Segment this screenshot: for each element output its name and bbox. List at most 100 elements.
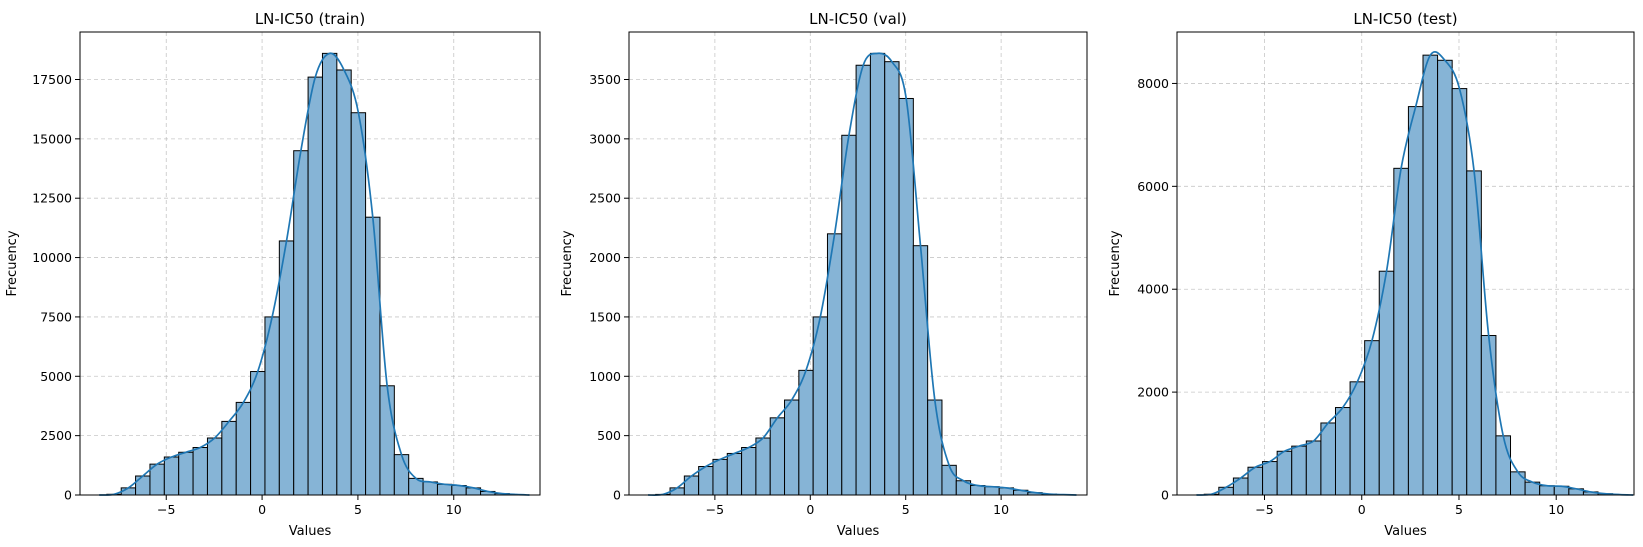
y-tick-label: 3500	[589, 72, 621, 87]
y-tick-label: 17500	[32, 72, 72, 87]
histogram-bar	[321, 52, 338, 496]
histogram-bar	[784, 399, 800, 496]
histogram-bar	[365, 216, 381, 496]
histogram-bar	[393, 454, 410, 496]
x-tick-label: 10	[993, 502, 1009, 517]
histogram-bar	[436, 483, 453, 496]
y-tick-label: 10000	[32, 250, 72, 265]
histogram-bar	[135, 475, 151, 496]
histogram-bar	[1422, 54, 1439, 496]
histogram-bar	[235, 401, 252, 496]
y-tick-label: 0	[1161, 488, 1169, 503]
histogram-bar	[984, 486, 1000, 496]
x-tick-label: 0	[806, 502, 814, 517]
y-tick-label: 2000	[589, 250, 621, 265]
y-tick-label: 6000	[1137, 179, 1169, 194]
y-tick-label: 15000	[32, 131, 72, 146]
y-tick-label: 8000	[1137, 76, 1169, 91]
histogram-bar	[1276, 450, 1293, 496]
histogram-bar	[206, 437, 223, 496]
histogram-bar	[1262, 461, 1278, 496]
histogram-bar	[293, 150, 309, 496]
x-tick-label: −5	[1255, 502, 1273, 517]
histogram-bar	[1480, 335, 1497, 496]
y-tick-label: 1500	[589, 309, 621, 324]
histogram-bar	[1320, 422, 1336, 496]
x-tick-label: 0	[258, 502, 266, 517]
histogram-bar	[1334, 407, 1351, 496]
histogram-bar	[1218, 486, 1234, 496]
histogram-bar	[1393, 167, 1409, 496]
histogram-bar	[1407, 106, 1424, 496]
histogram-panel-train: −5 0 5 10 0 2500 5000 7500 10000 12500 15000 17500 L…	[5, 10, 541, 539]
y-tick-label: 0	[613, 488, 621, 503]
histogram-bar	[683, 475, 700, 496]
x-tick-label: 10	[446, 502, 462, 517]
y-axis-label: Frecuency	[560, 230, 575, 296]
y-tick-label: 12500	[32, 191, 72, 206]
histogram-bar	[307, 76, 323, 496]
histogram-bar	[1451, 88, 1468, 496]
histogram-bar	[192, 447, 208, 496]
axes-frame	[79, 31, 541, 496]
y-tick-label: 2500	[40, 428, 72, 443]
histogram-bar	[826, 233, 843, 496]
histogram-bar	[712, 458, 728, 496]
kde-curve	[1196, 51, 1634, 496]
histogram-bar	[221, 420, 237, 496]
axes-frame	[628, 31, 1088, 496]
kde-curve	[99, 52, 530, 496]
histogram-bar	[855, 64, 871, 496]
histogram-bar	[698, 466, 714, 496]
histogram-bar	[841, 134, 857, 496]
histogram-bar	[1378, 270, 1395, 496]
histogram-bar	[336, 69, 352, 496]
y-axis-label: Frecuency	[5, 230, 20, 296]
x-tick-label: −5	[706, 502, 724, 517]
histogram-bar	[379, 385, 395, 496]
histogram-bar	[178, 451, 194, 496]
histogram-bar	[1364, 340, 1380, 496]
x-tick-label: 5	[1455, 502, 1463, 517]
x-tick-label: 0	[1358, 502, 1366, 517]
y-tick-label: 2000	[1137, 385, 1169, 400]
histogram-panel-val: −5 0 5 10 0 500 1000 1500 2000 2500 3000 3500 LN-IC5…	[560, 10, 1088, 539]
x-axis-label: Values	[289, 524, 332, 539]
histogram-bar	[755, 437, 771, 496]
histogram-bar	[912, 245, 929, 496]
histogram-bar	[350, 112, 367, 496]
x-axis-label: Values	[1384, 524, 1427, 539]
x-tick-label: 5	[354, 502, 362, 517]
kde-curve	[648, 52, 1077, 496]
histogram-bar	[1510, 471, 1526, 496]
y-tick-label: 5000	[40, 369, 72, 384]
x-tick-label: 5	[902, 502, 910, 517]
axes-frame	[1176, 31, 1635, 496]
histogram-bar	[1539, 485, 1555, 496]
chart-title: LN-IC50 (test)	[1353, 10, 1457, 28]
histogram-bar	[869, 52, 886, 496]
histogram-bar	[278, 240, 295, 496]
chart-title: LN-IC50 (train)	[255, 10, 365, 28]
y-tick-label: 500	[597, 428, 621, 443]
histogram-bar	[769, 417, 786, 496]
x-tick-label: 10	[1548, 502, 1564, 517]
histogram-bar	[884, 61, 900, 496]
histogram-bar	[1437, 59, 1453, 496]
histogram-bar	[1495, 435, 1512, 496]
y-tick-label: 3000	[589, 131, 621, 146]
histogram-bar	[163, 456, 180, 496]
y-tick-label: 2500	[589, 191, 621, 206]
histogram-bar	[941, 464, 957, 496]
histogram-bar	[1305, 440, 1322, 496]
x-tick-label: −5	[157, 502, 175, 517]
y-tick-label: 4000	[1137, 282, 1169, 297]
histogram-bar	[250, 371, 266, 496]
y-tick-label: 0	[64, 488, 72, 503]
histogram-panel-test: −5 0 5 10 0 2000 4000 6000 8000 LN-IC50 (test) Val…	[1108, 10, 1635, 539]
histogram-bar	[422, 481, 438, 496]
y-tick-label: 7500	[40, 309, 72, 324]
histogram-bar	[741, 447, 757, 496]
histogram-bar	[812, 316, 828, 496]
